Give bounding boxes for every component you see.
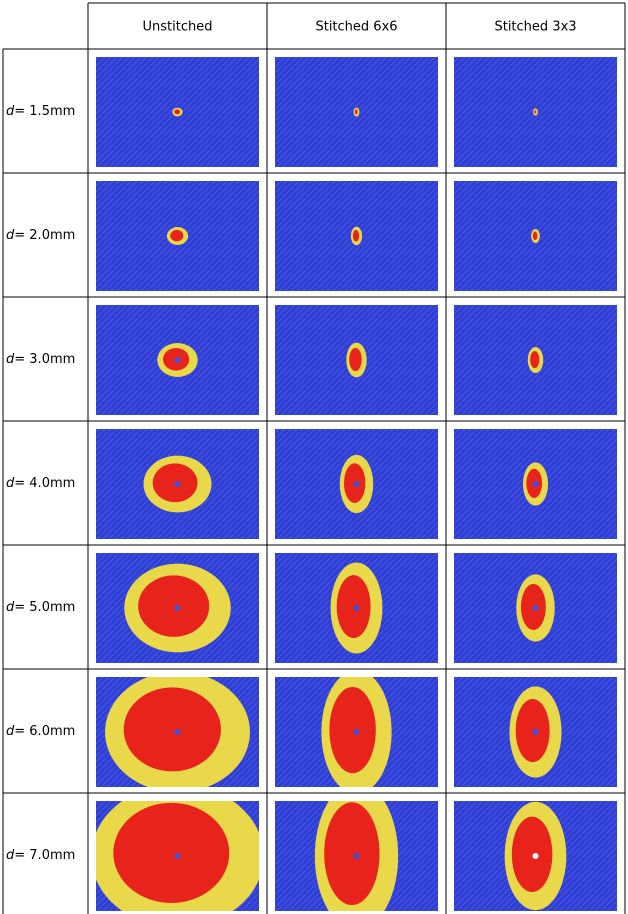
damage-red <box>138 575 210 637</box>
row-label: d= 2.0mm <box>6 228 75 243</box>
damage-red <box>532 231 538 241</box>
damage-area <box>172 107 183 117</box>
damage-red <box>174 109 181 115</box>
damage-core <box>353 853 360 859</box>
row-variable: d <box>6 352 15 367</box>
result-image <box>275 305 438 415</box>
damage-red <box>329 686 376 774</box>
row-label: d= 7.0mm <box>6 848 75 863</box>
damage-red <box>113 802 230 903</box>
damage-area <box>143 455 212 513</box>
damage-core <box>174 481 181 487</box>
result-image <box>96 801 259 911</box>
row-value: = 1.5mm <box>14 104 75 119</box>
row-value: = 5.0mm <box>14 600 75 615</box>
damage-red <box>530 351 540 369</box>
damage-area <box>509 686 562 778</box>
row-label: d= 3.0mm <box>6 352 75 367</box>
row-label: d= 4.0mm <box>6 476 75 491</box>
damage-area <box>346 342 367 378</box>
damage-core <box>174 729 181 735</box>
result-image <box>454 677 617 787</box>
damage-area <box>157 343 198 377</box>
row-variable: d <box>6 104 15 119</box>
damage-area <box>105 677 250 787</box>
result-image <box>96 553 259 663</box>
damage-area <box>516 574 555 642</box>
damage-area <box>330 562 383 654</box>
damage-core <box>353 729 360 735</box>
damage-core <box>353 481 360 487</box>
result-image <box>275 677 438 787</box>
row-value: = 4.0mm <box>14 476 75 491</box>
result-image <box>454 57 617 167</box>
damage-area <box>533 108 538 116</box>
row-value: = 2.0mm <box>14 228 75 243</box>
row-variable: d <box>6 228 15 243</box>
damage-area <box>96 801 259 911</box>
damage-area <box>124 563 231 653</box>
damage-red <box>354 109 358 115</box>
result-image <box>96 429 259 539</box>
row-value: = 6.0mm <box>14 724 75 739</box>
damage-area <box>353 107 360 117</box>
damage-red <box>324 802 380 906</box>
damage-area <box>504 801 567 911</box>
damage-core <box>532 853 539 859</box>
column-header: Stitched 3x3 <box>494 20 576 35</box>
result-image <box>454 801 617 911</box>
damage-core <box>532 729 539 735</box>
result-image <box>454 181 617 291</box>
damage-area <box>527 346 544 374</box>
row-label: d= 6.0mm <box>6 724 75 739</box>
damage-red <box>170 229 184 242</box>
column-header: Stitched 6x6 <box>315 20 397 35</box>
result-image <box>454 429 617 539</box>
row-label: d= 5.0mm <box>6 600 75 615</box>
damage-area <box>350 226 363 246</box>
row-variable: d <box>6 600 15 615</box>
damage-core <box>174 853 181 859</box>
damage-red <box>534 110 537 114</box>
damage-core <box>174 357 181 363</box>
result-image <box>96 181 259 291</box>
result-image <box>275 801 438 911</box>
damage-red <box>349 347 362 372</box>
damage-area <box>314 801 399 911</box>
result-image <box>275 57 438 167</box>
result-image <box>454 553 617 663</box>
row-variable: d <box>6 848 15 863</box>
damage-area <box>321 677 392 787</box>
result-image <box>96 305 259 415</box>
damage-red <box>336 575 371 639</box>
damage-area <box>166 227 189 245</box>
damage-core <box>532 605 539 611</box>
damage-core <box>532 481 539 487</box>
damage-area <box>522 462 549 506</box>
damage-core <box>353 605 360 611</box>
row-variable: d <box>6 724 15 739</box>
result-image <box>275 429 438 539</box>
damage-red <box>511 816 553 892</box>
damage-area <box>339 454 374 514</box>
column-header: Unstitched <box>143 20 213 35</box>
row-value: = 3.0mm <box>14 352 75 367</box>
damage-core <box>174 605 181 611</box>
damage-area <box>531 228 540 244</box>
damage-red <box>352 229 360 242</box>
result-image <box>96 57 259 167</box>
row-variable: d <box>6 476 15 491</box>
row-value: = 7.0mm <box>14 848 75 863</box>
damage-red <box>123 687 221 772</box>
row-label: d= 1.5mm <box>6 104 75 119</box>
result-image <box>275 553 438 663</box>
result-image <box>96 677 259 787</box>
result-image <box>454 305 617 415</box>
damage-red <box>515 698 550 763</box>
result-image <box>275 181 438 291</box>
